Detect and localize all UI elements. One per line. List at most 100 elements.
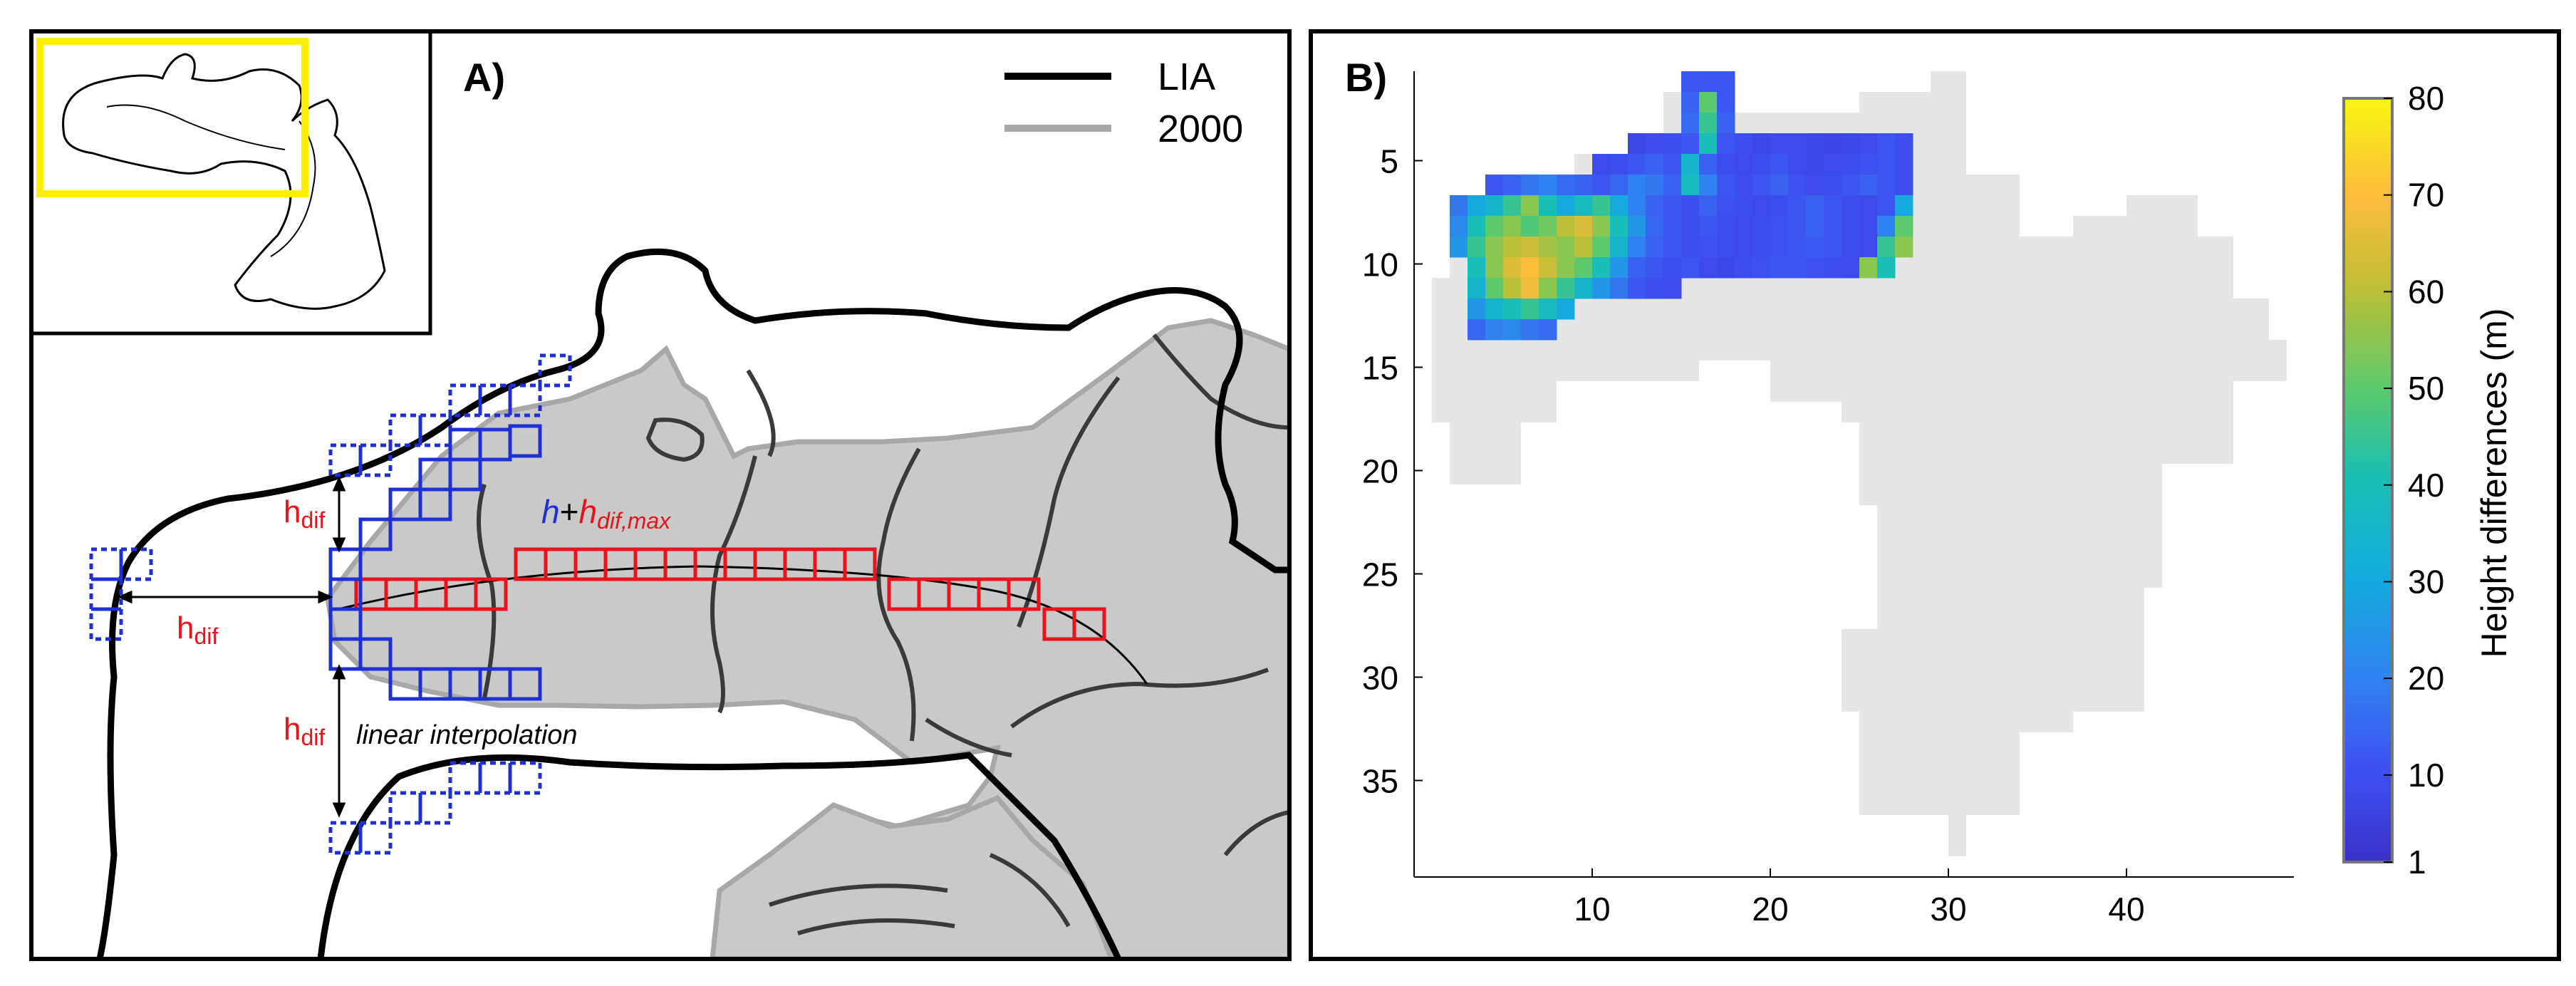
colorbar <box>2342 97 2394 863</box>
heatmap-cell <box>1503 278 1522 299</box>
heatmap-cell <box>1610 257 1629 279</box>
heatmap-cell <box>1806 133 1824 155</box>
heatmap-cell <box>1557 237 1575 258</box>
heatmap-cell <box>1788 195 1807 217</box>
panel-b: B) 5 10 15 20 25 30 35 10 20 30 40 80 70 60 50 40 30 20… <box>1309 29 2561 961</box>
heatmap-cell <box>1806 237 1824 258</box>
heatmap-cell <box>1557 278 1575 299</box>
heatmap-cell <box>1628 195 1646 217</box>
inset-highlight-frame <box>36 38 308 197</box>
heatmap-cell <box>1592 175 1611 196</box>
heatmap-cell <box>1842 237 1860 258</box>
colorbar-tick-label: 40 <box>2408 467 2444 504</box>
x-tick-label: 30 <box>1930 891 1966 928</box>
heatmap-cell <box>1752 175 1771 196</box>
heatmap-cell <box>1806 257 1824 279</box>
heatmap-cell <box>1539 195 1557 217</box>
heatmap-cell <box>1842 257 1860 279</box>
heatmap-cell <box>1877 216 1896 237</box>
heatmap-cell <box>1824 257 1842 279</box>
heatmap-cell <box>1681 71 1700 93</box>
heatmap-cell <box>1468 319 1486 341</box>
heatmap-cell <box>1646 154 1664 175</box>
colorbar-tick-label: 60 <box>2408 273 2444 310</box>
heatmap-cell <box>1539 237 1557 258</box>
heatmap-cell <box>1485 278 1504 299</box>
heatmap-cell <box>1539 257 1557 279</box>
heatmap-cell <box>1770 154 1789 175</box>
y-tick-label: 20 <box>1362 453 1398 490</box>
heatmap-cell <box>1628 216 1646 237</box>
heatmap-cell <box>1788 216 1807 237</box>
heatmap-cell <box>1735 237 1753 258</box>
colorbar-ticks: 80 70 60 50 40 30 20 10 1 <box>2384 80 2444 881</box>
heatmap-cell <box>1770 216 1789 237</box>
heatmap-cell <box>1521 299 1539 320</box>
heatmap-cell <box>1557 299 1575 320</box>
heatmap-cell <box>1485 216 1504 237</box>
heatmap-cell <box>1521 237 1539 258</box>
heatmap-cell <box>1859 195 1878 217</box>
heatmap-cell <box>1628 237 1646 258</box>
colorbar-tick-label: 50 <box>2408 370 2444 407</box>
inset-outline <box>62 53 386 310</box>
blue-dotted-cells <box>89 353 572 855</box>
heatmap-cell <box>1770 237 1789 258</box>
heatmap-cell <box>1539 299 1557 320</box>
heatmap-cell <box>1770 133 1789 155</box>
heatmap-cell <box>1485 237 1504 258</box>
heatmap-cell <box>1663 195 1682 217</box>
heatmap-cell <box>1663 257 1682 279</box>
panel-a-frame <box>29 29 1292 961</box>
heatmap-cell <box>1895 175 1913 196</box>
map-area <box>96 248 1289 959</box>
heatmap-cell <box>1646 237 1664 258</box>
x-tick-label: 40 <box>2108 891 2144 928</box>
heatmap-cell <box>1717 195 1735 217</box>
heatmap-cell <box>1752 133 1771 155</box>
hdif-label-top: hdif <box>284 494 325 533</box>
heatmap-cell <box>1485 175 1504 196</box>
heatmap-cell <box>1663 154 1682 175</box>
heatmap-cell <box>1770 195 1789 217</box>
h-plus-hdifmax-label: h+hdif,max <box>541 493 671 534</box>
heatmap-cell <box>1450 237 1468 258</box>
heatmap-cell <box>1592 195 1611 217</box>
panel-b-label: B) <box>1345 55 1387 100</box>
x-tick-label: 10 <box>1574 891 1610 928</box>
y-tick-label: 15 <box>1362 350 1398 387</box>
heatmap-cell <box>1628 154 1646 175</box>
heatmap-cell <box>1610 237 1629 258</box>
heatmap-cell <box>1663 133 1682 155</box>
heatmap-cell <box>1877 195 1896 217</box>
heatmap-cell <box>1824 237 1842 258</box>
heatmap-cell <box>1717 154 1735 175</box>
heatmap-cell <box>1824 133 1842 155</box>
colorbar-tick-label: 10 <box>2408 757 2444 794</box>
heatmap-cell <box>1539 175 1557 196</box>
heatmap-cell <box>1699 237 1718 258</box>
heatmap-cell <box>1646 175 1664 196</box>
heatmap-cell <box>1681 133 1700 155</box>
heatmap-cell <box>1752 195 1771 217</box>
heatmap-cell <box>1717 71 1735 93</box>
colorbar-tick-label: 1 <box>2408 844 2426 881</box>
heatmap-cell <box>1842 154 1860 175</box>
heatmap-cell <box>1824 216 1842 237</box>
heatmap-cell <box>1574 237 1593 258</box>
panel-a: hdif hdif hdif h+hdif,max linear interpo… <box>29 29 1292 961</box>
colorbar-tick-label: 30 <box>2408 563 2444 600</box>
heatmap-cell <box>1521 278 1539 299</box>
heatmap-cell <box>1895 195 1913 217</box>
heatmap-cell <box>1574 175 1593 196</box>
colorbar-tick-label: 80 <box>2408 80 2444 117</box>
red-grid-cells <box>354 547 1106 641</box>
heatmap-cell <box>1717 113 1735 134</box>
y-tick-label: 25 <box>1362 556 1398 593</box>
heatmap-cell <box>1539 319 1557 341</box>
heatmap-cell <box>1717 92 1735 113</box>
x-tick-label: 20 <box>1752 891 1788 928</box>
hdif-label-bottom: hdif <box>284 712 325 750</box>
heatmap-cell <box>1468 216 1486 237</box>
heatmap-cell <box>1610 278 1629 299</box>
